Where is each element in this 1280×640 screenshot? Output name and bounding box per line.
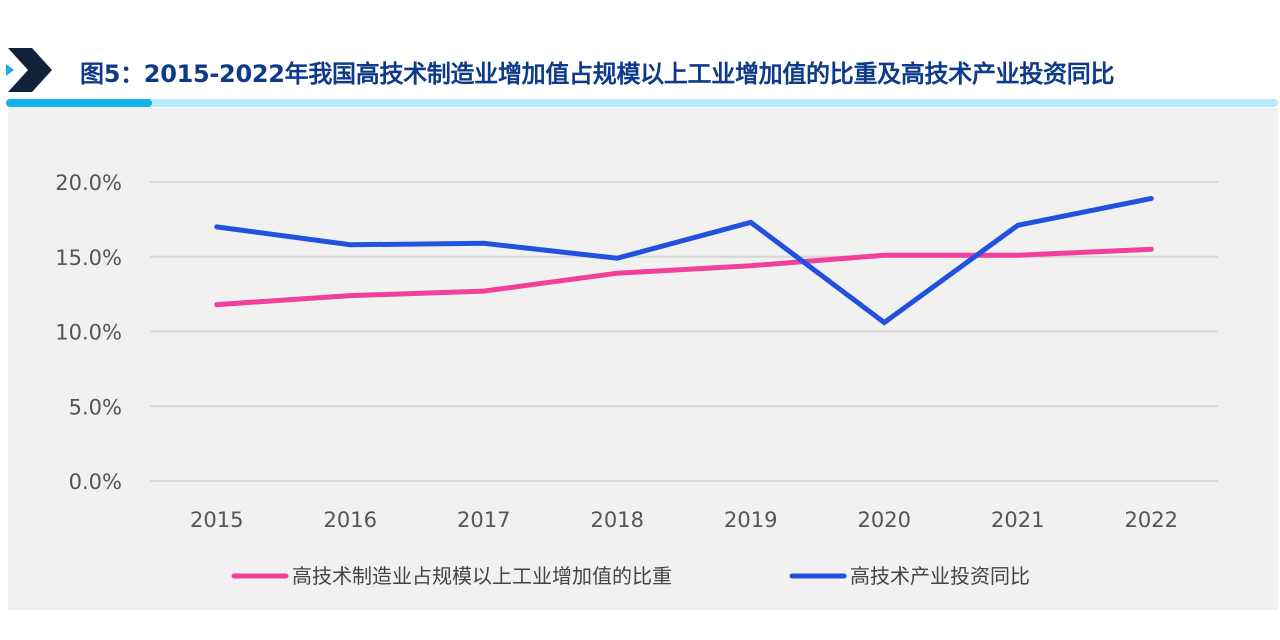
legend-label: 高技术产业投资同比 [850,564,1030,588]
series-line [214,246,1154,308]
x-tick-label: 2015 [190,508,243,532]
chart-panel [8,108,1278,610]
legend-label: 高技术制造业占规模以上工业增加值的比重 [292,564,672,588]
x-tick-label: 2019 [724,508,777,532]
x-tick-label: 2021 [991,508,1044,532]
x-tick-label: 2017 [457,508,510,532]
series-line [214,195,1154,326]
logo-chevron-icon [6,48,52,92]
page-title: 图5：2015-2022年我国高技术制造业增加值占规模以上工业增加值的比重及高技… [80,60,1115,88]
y-tick-label: 15.0% [55,246,122,270]
y-tick-label: 10.0% [55,321,122,345]
y-tick-label: 5.0% [69,395,122,419]
x-tick-label: 2016 [324,508,377,532]
y-tick-label: 0.0% [69,470,122,494]
x-tick-label: 2018 [591,508,644,532]
title-underline [6,99,1278,107]
x-tick-label: 2022 [1125,508,1178,532]
x-tick-label: 2020 [858,508,911,532]
title-underline-accent [6,99,152,107]
y-tick-label: 20.0% [55,171,122,195]
